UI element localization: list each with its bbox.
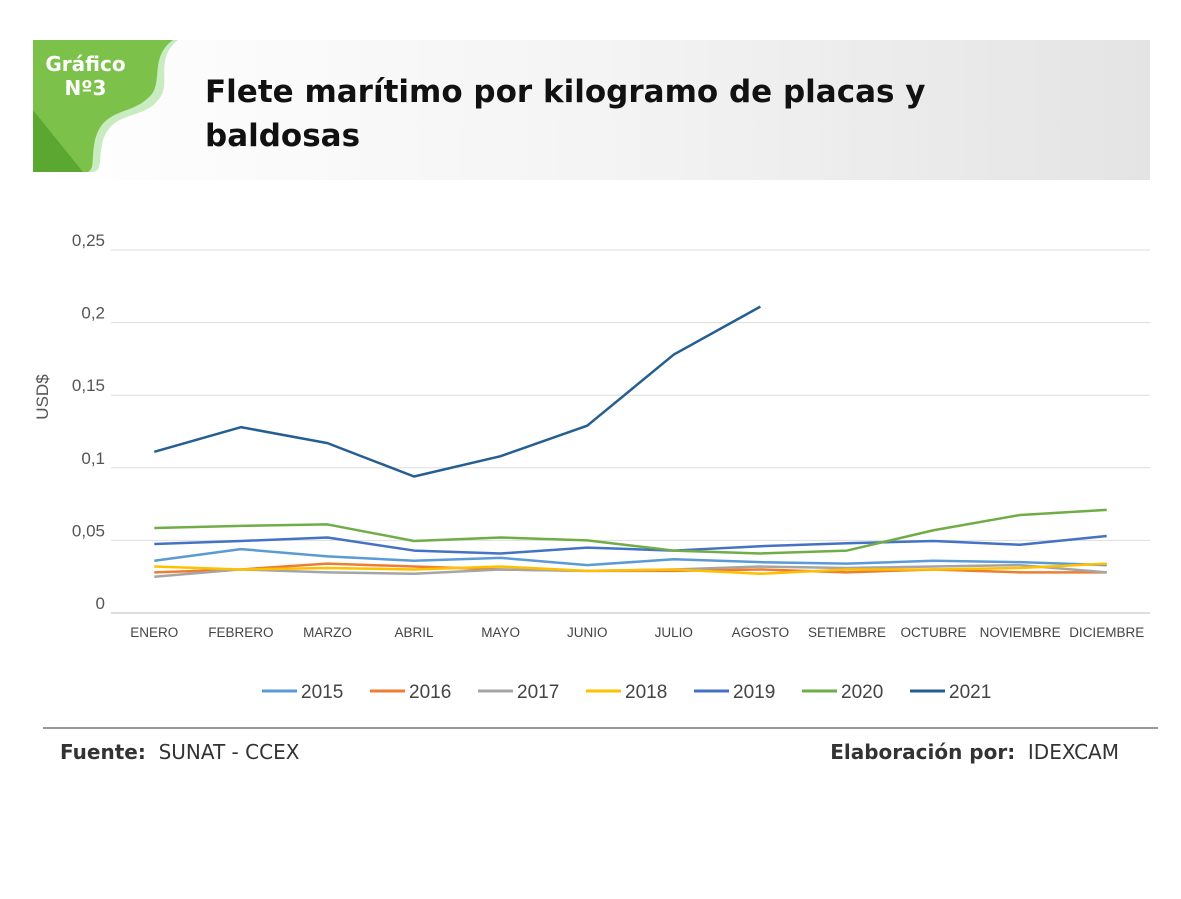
x-tick-label: MARZO: [303, 625, 352, 640]
source: Fuente: SUNAT - CCEX: [60, 740, 299, 764]
author-label: Elaboración por:: [830, 740, 1016, 764]
x-tick-label: MAYO: [481, 625, 520, 640]
x-tick-label: NOVIEMBRE: [980, 625, 1061, 640]
badge-shape: [33, 40, 173, 172]
y-tick-label: 0,2: [81, 304, 105, 323]
series-line: [154, 508, 1107, 555]
series-line: [154, 534, 1107, 555]
x-tick-label: SETIEMBRE: [808, 625, 886, 640]
y-tick-label: 0,25: [72, 231, 105, 250]
source-label: Fuente:: [60, 740, 146, 764]
badge-line: Nº3: [64, 76, 107, 100]
author-value: IDEXCAM: [1027, 740, 1119, 764]
legend-label: 2016: [409, 682, 451, 703]
chart-title: Flete marítimo por kilogramo de placas y…: [205, 74, 926, 154]
y-tick-label: 0: [96, 594, 105, 613]
legend-label: 2018: [625, 682, 667, 703]
x-tick-label: OCTUBRE: [901, 625, 967, 640]
source-value: SUNAT - CCEX: [158, 740, 300, 764]
badge-label: Gráfico Nº3: [38, 52, 133, 100]
badge-accent: [33, 110, 83, 172]
legend-label: 2019: [733, 682, 775, 703]
badge: [33, 40, 178, 172]
x-tick-label: JULIO: [655, 625, 693, 640]
y-tick-label: 0,1: [81, 449, 105, 468]
badge-line: Gráfico: [45, 52, 126, 76]
legend-label: 2015: [301, 682, 343, 703]
series-line: [153, 305, 761, 478]
x-tick-label: AGOSTO: [732, 625, 790, 640]
y-axis-label: USD$: [33, 374, 52, 420]
x-tick-label: DICIEMBRE: [1069, 625, 1144, 640]
author: Elaboración por: IDEXCAM: [830, 740, 1119, 764]
series-line: [154, 547, 1107, 567]
x-tick-label: JUNIO: [567, 625, 608, 640]
series-line: [154, 562, 1107, 576]
y-tick-label: 0,05: [72, 521, 105, 540]
legend-label: 2021: [949, 682, 991, 703]
legend-label: 2020: [841, 682, 883, 703]
legend-label: 2017: [517, 682, 559, 703]
x-tick-label: ENERO: [130, 625, 178, 640]
header-band: [33, 40, 1150, 180]
x-tick-label: ABRIL: [395, 625, 435, 640]
x-tick-label: FEBRERO: [208, 625, 273, 640]
y-tick-label: 0,15: [72, 376, 105, 395]
